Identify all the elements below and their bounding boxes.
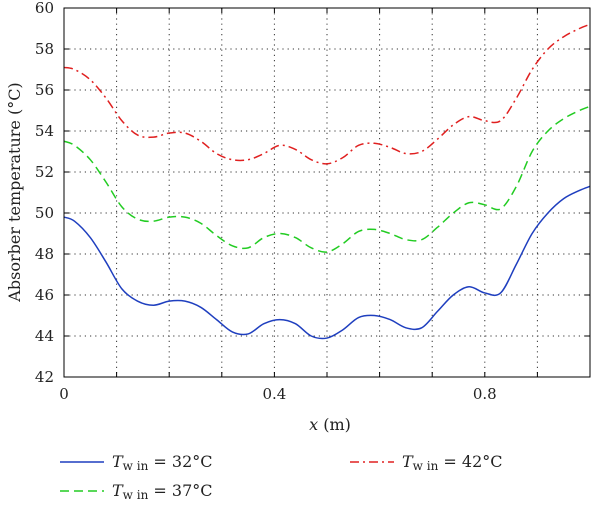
x-tick-label: 0 [59, 385, 69, 403]
y-tick-label: 60 [35, 0, 54, 17]
x-tick-label: 0.8 [473, 385, 497, 403]
series-layer [63, 23, 591, 340]
y-tick-label: 50 [35, 204, 54, 222]
grid [64, 8, 590, 377]
y-tick-label: 46 [35, 286, 54, 304]
y-tick-label: 54 [35, 122, 54, 140]
legend: Tw in = 32°CTw in = 37°CTw in = 42°C [60, 452, 503, 502]
legend-label-sub: w in [413, 459, 439, 473]
y-axis-label: Absorber temperature (°C) [5, 82, 24, 302]
x-tick-label: 0.4 [262, 385, 286, 403]
legend-label-var: T [112, 481, 124, 500]
legend-label-sub: w in [123, 488, 149, 502]
x-axis-label-var: x [309, 415, 318, 434]
legend-item-1: Tw in = 32°C [60, 452, 213, 473]
series-line-3 [63, 23, 591, 165]
y-tick-label: 48 [35, 245, 54, 263]
y-tick-label: 58 [35, 40, 54, 58]
legend-label-value: = 37°C [148, 481, 212, 500]
legend-label: Tw in = 42°C [402, 452, 503, 473]
x-axis-label: x (m) [309, 415, 351, 434]
legend-label-var: T [112, 452, 124, 471]
x-axis-label-unit: (m) [318, 415, 351, 434]
legend-item-2: Tw in = 37°C [60, 481, 213, 502]
series-line-2 [63, 105, 591, 253]
y-tick-label: 52 [35, 163, 54, 181]
x-tick-labels: 0 0.4 0.8 [59, 385, 497, 403]
legend-label-value: = 42°C [438, 452, 502, 471]
plot-area-frame [63, 7, 591, 378]
legend-label-var: T [402, 452, 414, 471]
legend-label-sub: w in [123, 459, 149, 473]
series-line-1 [63, 185, 591, 340]
y-tick-label: 56 [35, 81, 54, 99]
y-tick-labels: 42 44 46 48 50 52 54 56 58 60 [35, 0, 54, 386]
legend-label: Tw in = 32°C [112, 452, 213, 473]
y-tick-label: 44 [35, 327, 54, 345]
legend-label-value: = 32°C [148, 452, 212, 471]
y-tick-label: 42 [35, 368, 54, 386]
legend-label: Tw in = 37°C [112, 481, 213, 502]
ticks [63, 7, 591, 378]
legend-item-3: Tw in = 42°C [350, 452, 503, 473]
